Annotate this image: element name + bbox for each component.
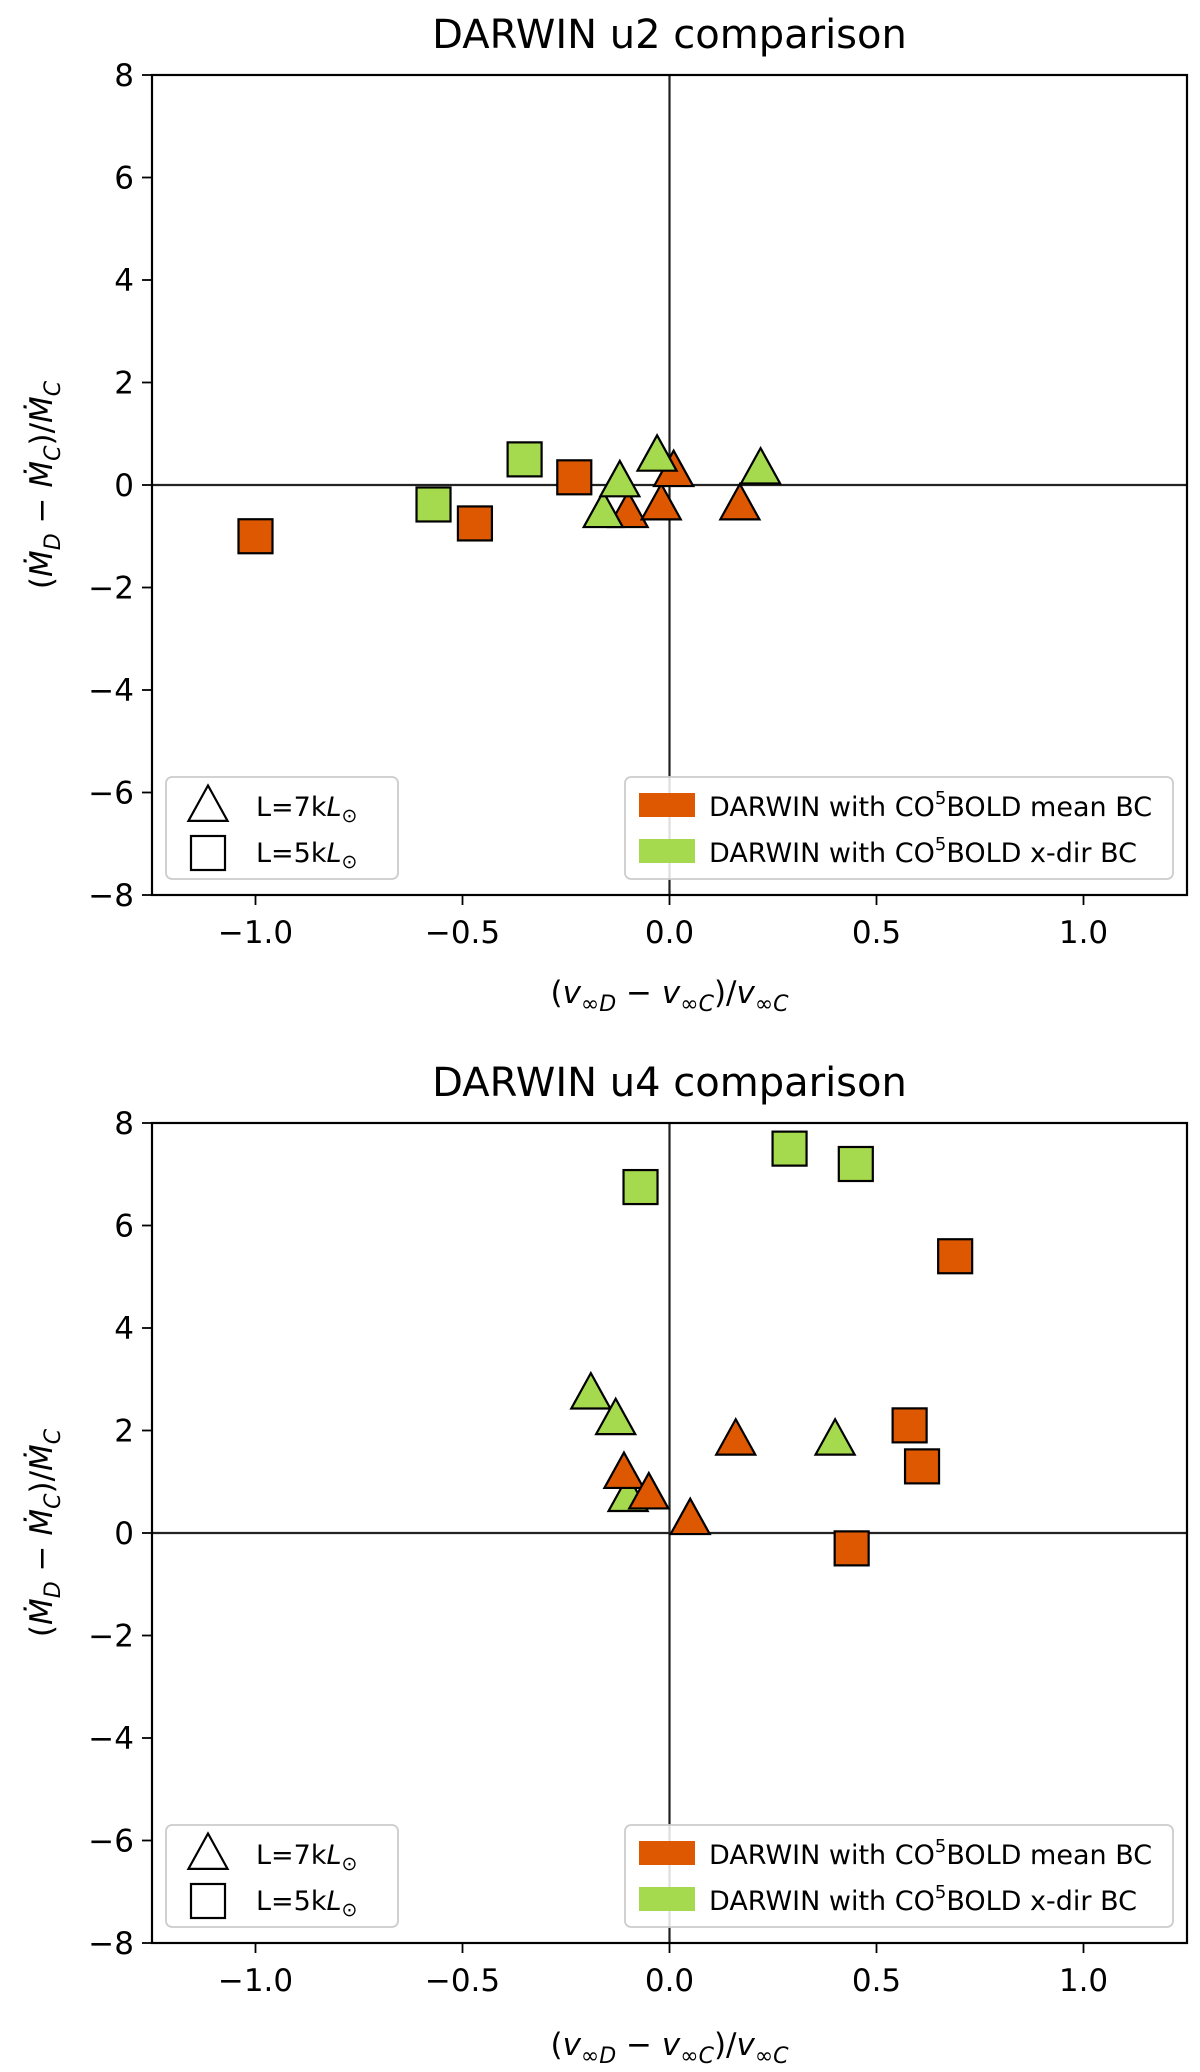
legend-marker-square (189, 1882, 227, 1920)
x-tick-label: −1.0 (218, 1963, 293, 1999)
chart-title: DARWIN u2 comparison (432, 12, 907, 58)
x-tick-label: 1.0 (1059, 1963, 1108, 1999)
data-point-mean-square (891, 1407, 928, 1444)
legend-shape-label: L=5kL⊙ (256, 838, 357, 873)
y-tick-label: 0 (114, 468, 134, 504)
data-point-xdir-triangle (594, 1396, 638, 1436)
y-tick-label: 4 (114, 1311, 134, 1347)
legend-swatch-mean (639, 1841, 695, 1865)
x-axis-label: (v∞D − v∞C)/v∞C (550, 2027, 789, 2069)
legend-color-label: DARWIN with CO5BOLD x-dir BC (709, 834, 1137, 869)
x-tick-label: 0.0 (645, 915, 694, 951)
legend-colors-box (624, 776, 1174, 880)
x-tick-label: −0.5 (425, 1963, 500, 1999)
plot-frame (150, 73, 1189, 897)
y-tick-label: −4 (88, 673, 134, 709)
legend-marker-square (189, 834, 227, 872)
data-point-xdir-triangle (813, 1416, 857, 1456)
legend-swatch-mean (639, 793, 695, 817)
data-point-xdir-triangle (581, 489, 625, 529)
data-point-mean-triangle (668, 1496, 712, 1536)
legend-shape-label: L=7kL⊙ (256, 792, 357, 827)
legend-swatch-xdir (639, 1887, 695, 1911)
y-tick-label: 0 (114, 1516, 134, 1552)
data-point-mean-square (556, 459, 593, 496)
data-point-xdir-square (506, 441, 543, 478)
y-tick-label: 6 (114, 161, 134, 197)
data-point-xdir-triangle (569, 1370, 613, 1410)
data-point-mean-square (237, 518, 274, 555)
legend-shape-label: L=5kL⊙ (256, 1886, 357, 1921)
y-tick-label: −6 (88, 1824, 134, 1860)
x-tick-label: 0.0 (645, 1963, 694, 1999)
data-point-mean-triangle (639, 481, 683, 521)
legend-marker-triangle (186, 1831, 230, 1870)
y-axis-label: (ṀD − ṀC)/ṀC (24, 380, 66, 589)
y-tick-label: −8 (88, 1926, 134, 1962)
y-axis-label: (ṀD − ṀC)/ṀC (24, 1428, 66, 1637)
y-tick-label: −2 (88, 1619, 134, 1655)
x-axis-label: (v∞D − v∞C)/v∞C (550, 975, 789, 1017)
chart-panel-1: DARWIN u2 comparison −1.0 −0.5 0.0 0.5 1.0 −8 −… (24, 12, 1189, 1017)
x-tick-label: 1.0 (1059, 915, 1108, 951)
legend-color-label: DARWIN with CO5BOLD x-dir BC (709, 1882, 1137, 1917)
data-point-mean-triangle (627, 1470, 671, 1510)
plot-frame (150, 1121, 1189, 1945)
y-tick-label: −6 (88, 776, 134, 812)
legend-marker-triangle (186, 783, 230, 822)
y-tick-label: 4 (114, 263, 134, 299)
x-tick-label: −1.0 (218, 915, 293, 951)
data-point-xdir-triangle (739, 445, 782, 485)
x-tick-label: −0.5 (425, 915, 500, 951)
legend-colors-box (624, 1824, 1174, 1928)
y-tick-label: 8 (114, 58, 134, 94)
data-point-mean-square (937, 1238, 974, 1275)
data-point-mean-square (903, 1448, 941, 1485)
data-point-mean-triangle (714, 1416, 758, 1456)
legend-color-label: DARWIN with CO5BOLD mean BC (709, 788, 1152, 823)
y-tick-label: 6 (114, 1209, 134, 1245)
data-point-xdir-square (415, 486, 452, 523)
legend-shape-label: L=7kL⊙ (256, 1840, 357, 1875)
y-tick-label: −8 (88, 878, 134, 914)
legend-color-label: DARWIN with CO5BOLD mean BC (709, 1836, 1152, 1871)
x-tick-label: 0.5 (852, 1963, 901, 1999)
data-point-xdir-square (837, 1145, 874, 1183)
y-tick-label: 2 (114, 366, 134, 402)
data-point-mean-triangle (718, 481, 762, 521)
y-tick-label: −2 (88, 571, 134, 607)
x-tick-label: 0.5 (852, 915, 901, 951)
chart-title: DARWIN u4 comparison (432, 1060, 907, 1106)
y-tick-label: 8 (114, 1106, 134, 1142)
data-point-xdir-triangle (598, 458, 642, 498)
y-tick-label: −4 (88, 1721, 134, 1757)
y-tick-label: 2 (114, 1414, 134, 1450)
data-point-xdir-square (771, 1130, 808, 1167)
data-point-mean-square (456, 505, 494, 542)
data-point-xdir-triangle (635, 433, 679, 472)
legend-swatch-xdir (639, 839, 695, 863)
chart-panel-2: DARWIN u4 comparison −1.0 −0.5 0.0 0.5 1.0 −8 −… (24, 1060, 1189, 2069)
data-point-mean-square (833, 1530, 870, 1567)
data-point-mean-triangle (602, 1450, 646, 1490)
data-point-xdir-square (622, 1168, 659, 1206)
